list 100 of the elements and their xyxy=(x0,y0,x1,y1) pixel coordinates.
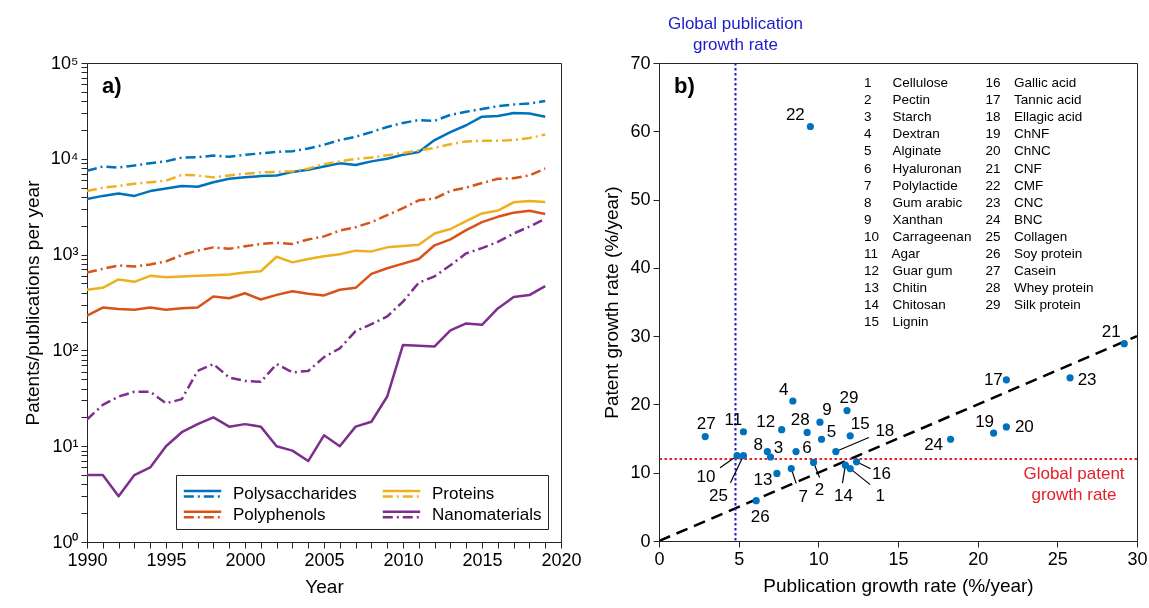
annotation: 15 xyxy=(850,413,870,433)
point xyxy=(701,432,709,441)
point xyxy=(1066,374,1074,382)
annotation: 28 xyxy=(790,410,810,430)
point xyxy=(766,453,775,461)
annotation: 1 xyxy=(875,485,885,505)
x-tick-label: 0 xyxy=(654,548,665,569)
y-tick-label: 10⁵ xyxy=(51,52,79,73)
annotation: 24 BNC xyxy=(985,211,1043,227)
annotation: 1 Cellulose xyxy=(864,75,949,90)
x-tick-label: 1990 xyxy=(67,549,108,570)
line-series xyxy=(87,209,547,317)
annotation: 6 Hyaluronan xyxy=(864,160,962,176)
point xyxy=(809,458,818,467)
y-tick-label: 10⁰ xyxy=(52,531,79,552)
y-tick-label: 10³ xyxy=(52,244,79,265)
annotation: 29 Silk protein xyxy=(985,297,1081,313)
annotation: 2 Pectin xyxy=(864,92,931,108)
annotation: 5 xyxy=(826,422,837,442)
x-tick-label: 20 xyxy=(968,548,989,569)
point xyxy=(739,428,748,436)
point xyxy=(946,435,955,443)
point xyxy=(832,447,840,456)
y-tick-label: 30 xyxy=(630,325,651,346)
legend-label: Nanomaterials xyxy=(432,504,542,524)
annotation: 26 Soy protein xyxy=(985,246,1083,261)
annotation: 4 xyxy=(779,380,789,400)
annotation: 27 Casein xyxy=(985,263,1057,279)
x-tick-label: 2015 xyxy=(462,549,503,570)
annotation: 12 Guar gum xyxy=(864,263,953,279)
x-tick-label: 2000 xyxy=(225,549,266,570)
annotation: 14 Chitosan xyxy=(864,297,946,313)
ref-line-label: Global patent growth rate xyxy=(1023,464,1125,505)
y-tick-label: 10¹ xyxy=(52,435,79,456)
point xyxy=(739,452,748,460)
annotation: 24 xyxy=(924,435,944,455)
annotation: 25 xyxy=(708,485,728,505)
annotation: 22 xyxy=(785,104,805,124)
annotation: 23 CNC xyxy=(985,194,1044,210)
x-axis-title: Year xyxy=(305,575,345,597)
chart-title: b) xyxy=(674,73,695,98)
annotation: 10 Carrageenan xyxy=(864,228,972,244)
point xyxy=(816,418,824,426)
y-tick-label: 50 xyxy=(630,189,651,210)
point xyxy=(806,122,814,131)
point xyxy=(789,397,797,405)
line-series xyxy=(87,99,547,173)
annotation: 9 Xanthan xyxy=(864,211,943,227)
legend-label: Polyphenols xyxy=(233,504,326,524)
point xyxy=(817,435,826,443)
line-series xyxy=(87,111,547,201)
annotation: 3 xyxy=(773,438,784,458)
x-tick-label: 1995 xyxy=(146,549,187,570)
annotation: 10 xyxy=(696,466,716,486)
y-axis-title: Patent growth rate (%/year) xyxy=(601,186,623,419)
annotation: 11 Agar xyxy=(864,246,921,261)
annotation: 8 xyxy=(753,434,764,454)
y-axis-title: Patents/publications per year xyxy=(21,179,43,426)
x-tick-label: 5 xyxy=(734,548,745,569)
point xyxy=(778,426,786,434)
annotation: 11 xyxy=(724,409,743,429)
annotation: 15 Lignin xyxy=(864,314,929,330)
annotation: 18 Ellagic acid xyxy=(985,109,1083,125)
point xyxy=(803,428,811,437)
point xyxy=(1002,423,1010,431)
annotation: 23 xyxy=(1077,369,1097,389)
annotation: 17 xyxy=(983,369,1003,389)
point xyxy=(852,458,861,466)
line-series xyxy=(87,199,547,291)
y-tick-label: 0 xyxy=(640,530,651,551)
point xyxy=(989,429,998,437)
legend-label: Polysaccharides xyxy=(233,483,357,503)
annotation: 21 xyxy=(1101,321,1121,341)
point xyxy=(846,465,854,473)
x-tick-label: 30 xyxy=(1127,548,1148,569)
point xyxy=(843,406,851,415)
x-tick-label: 2005 xyxy=(304,549,345,570)
chart-title: a) xyxy=(102,73,122,98)
annotation: 8 Gum arabic xyxy=(864,194,963,210)
point xyxy=(1002,376,1010,384)
y-tick-label: 60 xyxy=(630,120,651,141)
annotation: 9 xyxy=(822,400,832,420)
point xyxy=(792,447,800,456)
annotation: 17 Tannic acid xyxy=(985,92,1082,108)
annotation: 14 xyxy=(833,486,853,506)
annotation: 16 Gallic acid xyxy=(985,75,1077,90)
annotation: 13 Chitin xyxy=(864,280,928,296)
annotation: 27 xyxy=(696,413,716,433)
annotation: 19 xyxy=(975,412,995,432)
annotation: 18 xyxy=(875,420,895,440)
point xyxy=(841,461,850,469)
legend-label: Proteins xyxy=(432,483,495,503)
annotation: 5 Alginate xyxy=(864,143,942,159)
annotation: 20 xyxy=(1014,416,1034,436)
annotation: 19 ChNF xyxy=(985,126,1050,142)
annotation: 28 Whey protein xyxy=(985,280,1094,296)
annotation: 21 CNF xyxy=(985,160,1042,176)
x-tick-label: 25 xyxy=(1047,548,1068,569)
annotation: 4 Dextran xyxy=(864,126,940,142)
annotation: 29 xyxy=(839,387,859,407)
